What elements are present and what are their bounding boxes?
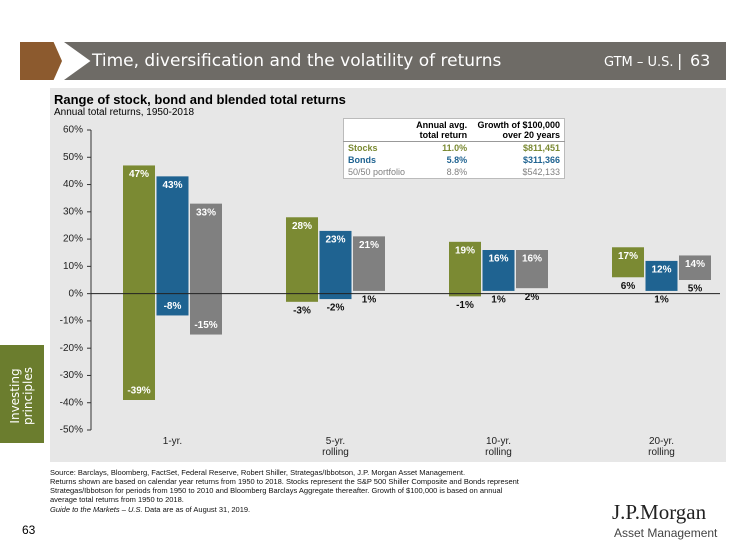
header-tab: [20, 42, 62, 80]
header-bar: [64, 42, 726, 80]
min-label: -2%: [327, 303, 345, 314]
footer-date: Guide to the Markets – U.S. Data are as …: [50, 505, 530, 514]
range-bar: [645, 260, 678, 291]
legend-entry: 50/50 portfolio: [348, 167, 406, 177]
table-row: Bonds 5.8% $311,366: [344, 154, 565, 166]
range-bar: [353, 236, 385, 291]
table-header-cell: Growth of $100,000 over 20 years: [471, 118, 565, 142]
y-tick-label: -10%: [60, 316, 83, 327]
max-label: 33%: [196, 207, 216, 218]
footer-source: Source: Barclays, Bloomberg, FactSet, Fe…: [50, 468, 466, 477]
range-bar: [482, 250, 515, 291]
footer-date-note: Data are as of August 31, 2019.: [144, 505, 251, 514]
chart-subtitle: Annual total returns, 1950-2018: [54, 107, 195, 118]
min-label: 2%: [525, 292, 540, 303]
min-label: 5%: [688, 284, 703, 295]
header-title: Time, diversification and the volatility…: [92, 51, 502, 71]
table-row: 50/50 portfolio 8.8% $542,133: [344, 166, 565, 179]
footer-notes: Returns shown are based on calendar year…: [50, 477, 519, 504]
table-cell: $811,451: [522, 143, 560, 153]
max-label: 43%: [162, 180, 182, 191]
max-label: 28%: [292, 221, 312, 232]
table-header: Annual avg. total return Growth of $100,…: [343, 118, 565, 142]
table-row: Stocks 11.0% $811,451: [344, 142, 565, 155]
y-tick-label: 30%: [63, 206, 83, 217]
y-tick-label: 40%: [63, 179, 83, 190]
sidebar-tab: [0, 345, 44, 443]
logo-brand: J.P.Morgan: [612, 500, 707, 524]
logo-division: Asset Management: [614, 526, 718, 540]
min-label: -3%: [293, 305, 311, 316]
range-bar: [612, 247, 644, 278]
table-header-cell: Annual avg. total return: [410, 118, 472, 142]
x-tick-label: 1-yr.: [162, 436, 183, 447]
range-bar: [156, 176, 189, 316]
y-tick-label: -40%: [60, 397, 83, 408]
header-page: 63: [690, 51, 711, 70]
max-label: 21%: [359, 240, 379, 251]
range-bar: [190, 203, 222, 335]
footer-guide: Guide to the Markets – U.S.: [50, 505, 143, 514]
y-tick-label: 10%: [63, 261, 83, 272]
y-tick-label: -50%: [60, 425, 83, 436]
max-label: 47%: [129, 169, 149, 180]
table-cell: 8.8%: [446, 167, 468, 177]
min-label: -1%: [456, 300, 474, 311]
min-label: -15%: [194, 320, 217, 331]
min-label: -39%: [127, 386, 150, 397]
x-tick-label: 20-yr. rolling: [648, 436, 675, 458]
y-tick-label: 50%: [63, 152, 83, 163]
range-bar: [319, 230, 352, 300]
max-label: 17%: [618, 251, 638, 262]
range-bar: [286, 217, 318, 302]
min-label: 6%: [621, 281, 636, 292]
min-label: 1%: [654, 295, 669, 306]
x-tick-label: 5-yr. rolling: [322, 436, 349, 458]
max-label: 16%: [488, 254, 508, 265]
max-label: 16%: [522, 254, 542, 265]
legend-entry: Stocks: [348, 143, 378, 153]
max-label: 23%: [325, 235, 345, 246]
y-tick-label: -30%: [60, 370, 83, 381]
max-label: 12%: [651, 265, 671, 276]
table-cell: $311,366: [522, 155, 560, 165]
range-bar: [123, 165, 155, 400]
y-tick-label: 20%: [63, 234, 83, 245]
range-bar: [449, 241, 481, 297]
chart-title: Range of stock, bond and blended total r…: [54, 92, 346, 107]
page-number: 63: [22, 523, 36, 537]
header-section: GTM – U.S.: [604, 55, 674, 70]
min-label: 1%: [362, 295, 377, 306]
max-label: 19%: [455, 245, 475, 256]
table-cell: $542,133: [522, 167, 560, 177]
header-separator: |: [677, 51, 683, 70]
min-label: -8%: [164, 301, 182, 312]
y-tick-label: 0%: [69, 288, 84, 299]
y-tick-label: -20%: [60, 343, 83, 354]
range-bar: [516, 250, 548, 289]
legend-entry: Bonds: [348, 155, 376, 165]
min-label: 1%: [491, 295, 506, 306]
x-tick-label: 10-yr. rolling: [485, 436, 512, 458]
y-tick-label: 60%: [63, 125, 83, 136]
summary-table: Annual avg. total return Growth of $100,…: [343, 118, 565, 179]
table-cell: 5.8%: [446, 155, 468, 165]
max-label: 14%: [685, 259, 705, 270]
table-cell: 11.0%: [442, 143, 468, 153]
range-bar: [679, 255, 711, 280]
